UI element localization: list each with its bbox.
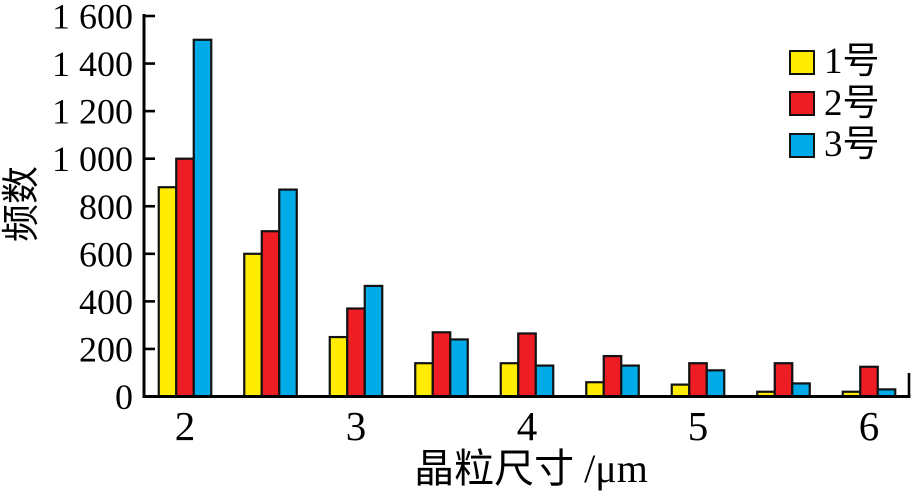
x-tick-label-4: 4 — [517, 403, 538, 449]
bar-series3-x4.5 — [620, 364, 640, 398]
bar-series3-x3 — [363, 284, 384, 398]
legend: 1号 2号 3号 — [789, 41, 880, 174]
legend-item-2: 2号 — [789, 82, 880, 124]
bar-series2-x5 — [688, 362, 708, 398]
bar-series2-x3.5 — [431, 331, 452, 398]
y-tick-label-400: 400 — [79, 282, 133, 322]
bar-series3-x5.5 — [791, 382, 811, 398]
x-axis-title: 晶粒尺寸 /μm — [414, 446, 648, 491]
bar-series2-x6 — [859, 365, 879, 398]
y-tick-label-1200: 1 200 — [52, 92, 133, 132]
bar-series3-x2.5 — [278, 188, 298, 398]
bar-series2-x2 — [175, 157, 195, 398]
bar-series3-x3.5 — [449, 338, 469, 398]
bar-series3-x5 — [705, 369, 726, 398]
bar-series2-x2.5 — [260, 230, 281, 398]
bar-series1-x5 — [670, 383, 691, 398]
x-tick-label-2: 2 — [175, 403, 196, 449]
legend-item-1: 1号 — [789, 41, 880, 82]
bar-series3-x2 — [192, 38, 213, 398]
y-tick-label-600: 600 — [79, 234, 133, 274]
y-axis-title: 频数 — [1, 166, 43, 243]
legend-item-3: 3号 — [789, 124, 880, 165]
y-tick-label-800: 800 — [79, 187, 133, 227]
x-tick-label-6: 6 — [859, 403, 880, 449]
x-tick-label-5: 5 — [688, 403, 709, 449]
legend-swatch-yellow-icon — [789, 49, 815, 75]
bar-series1-x4 — [499, 362, 520, 398]
legend-swatch-blue-icon — [789, 132, 815, 158]
bar-series2-x5.5 — [773, 362, 794, 398]
x-tick-label-3: 3 — [346, 403, 367, 449]
bar-series1-x2.5 — [243, 252, 263, 398]
y-tick-label-1600: 1 600 — [52, 0, 133, 37]
legend-label-2: 2号 — [824, 82, 880, 124]
y-tick-label-200: 200 — [79, 329, 133, 369]
bar-series1-x4.5 — [585, 381, 605, 398]
bar-series2-x4.5 — [602, 354, 623, 398]
legend-swatch-red-icon — [789, 91, 815, 116]
bar-series3-x4 — [534, 364, 555, 398]
legend-label-3: 3号 — [824, 124, 880, 165]
bar-series2-x3 — [346, 307, 366, 398]
y-tick-label-0: 0 — [115, 377, 133, 417]
bar-series2-x4 — [517, 332, 537, 398]
legend-label-1: 1号 — [824, 41, 880, 82]
y-tick-label-1400: 1 400 — [52, 44, 133, 84]
bar-series1-x2 — [157, 186, 178, 398]
y-tick-label-1000: 1 000 — [52, 139, 133, 179]
bar-series1-x3.5 — [414, 362, 434, 398]
bar-series1-x3 — [328, 335, 349, 398]
